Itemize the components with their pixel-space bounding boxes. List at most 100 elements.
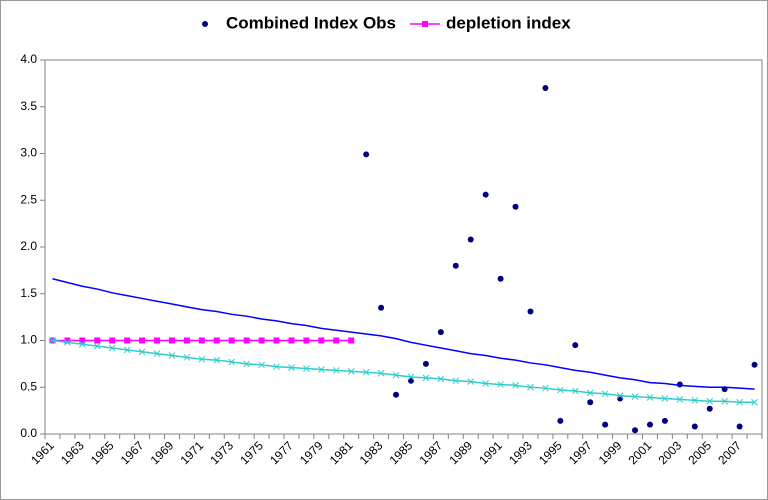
data-point bbox=[407, 377, 414, 384]
data-point bbox=[228, 358, 236, 366]
y-tick-label: 0.0 bbox=[20, 426, 37, 440]
y-tick-label: 4.0 bbox=[20, 52, 37, 66]
data-point bbox=[153, 350, 161, 357]
data-point bbox=[586, 389, 594, 397]
data-point bbox=[124, 337, 131, 344]
y-tick-label: 3.0 bbox=[20, 146, 37, 160]
data-point bbox=[258, 361, 265, 369]
data-point bbox=[183, 353, 191, 361]
data-point bbox=[258, 337, 265, 344]
data-point bbox=[154, 337, 161, 344]
data-point bbox=[168, 352, 176, 359]
data-point bbox=[736, 398, 743, 406]
data-point bbox=[542, 384, 549, 392]
series-line bbox=[52, 278, 755, 390]
data-point bbox=[661, 395, 669, 402]
data-point bbox=[542, 85, 549, 92]
data-point bbox=[497, 275, 504, 282]
data-point bbox=[168, 337, 175, 344]
data-point bbox=[94, 337, 101, 344]
data-point bbox=[362, 368, 370, 376]
data-point bbox=[497, 381, 504, 388]
data-point bbox=[706, 405, 713, 412]
y-tick-label: 1.0 bbox=[20, 333, 37, 347]
data-point bbox=[437, 375, 445, 383]
y-tick-label: 3.5 bbox=[20, 99, 37, 113]
data-point bbox=[139, 337, 146, 344]
data-point bbox=[213, 337, 220, 344]
data-point bbox=[243, 337, 250, 344]
data-point bbox=[64, 337, 71, 344]
data-point bbox=[452, 262, 459, 269]
y-tick-label: 1.5 bbox=[20, 286, 37, 300]
data-point bbox=[646, 421, 653, 428]
data-point bbox=[393, 391, 400, 398]
data-point bbox=[631, 393, 639, 400]
data-point bbox=[661, 417, 668, 424]
data-point bbox=[78, 340, 86, 348]
data-point bbox=[183, 337, 190, 344]
data-point bbox=[751, 361, 758, 368]
data-point bbox=[751, 398, 758, 406]
data-point bbox=[437, 329, 444, 336]
data-point bbox=[243, 360, 251, 368]
data-point bbox=[721, 397, 729, 405]
data-point bbox=[527, 308, 534, 315]
y-tick-label: 0.5 bbox=[20, 379, 37, 393]
data-point bbox=[527, 383, 534, 391]
data-point bbox=[303, 365, 310, 372]
y-tick-label: 2.5 bbox=[20, 192, 37, 206]
data-point bbox=[422, 374, 430, 382]
data-point bbox=[587, 399, 594, 406]
series-line bbox=[52, 339, 755, 403]
data-point bbox=[318, 337, 325, 344]
data-point bbox=[138, 348, 146, 356]
y-tick-label: 2.0 bbox=[20, 239, 37, 253]
data-point bbox=[512, 203, 519, 210]
data-point bbox=[348, 337, 355, 344]
data-point bbox=[273, 363, 280, 371]
data-point bbox=[706, 397, 714, 405]
data-point bbox=[79, 337, 86, 344]
data-point bbox=[616, 392, 624, 400]
data-point bbox=[288, 337, 295, 344]
data-point bbox=[198, 355, 206, 363]
data-point bbox=[273, 337, 280, 344]
data-point bbox=[213, 356, 221, 364]
data-point bbox=[556, 386, 564, 394]
data-point bbox=[452, 377, 460, 385]
data-point bbox=[333, 337, 340, 344]
data-point bbox=[422, 21, 429, 27]
data-point bbox=[736, 423, 743, 430]
data-point bbox=[378, 304, 385, 311]
data-point bbox=[676, 396, 684, 403]
data-point bbox=[332, 367, 340, 374]
data-point bbox=[363, 151, 370, 158]
data-point bbox=[482, 380, 490, 387]
data-point bbox=[602, 421, 609, 428]
data-point bbox=[317, 366, 325, 373]
data-point bbox=[632, 427, 639, 434]
legend-label: depletion index bbox=[446, 13, 571, 32]
data-point bbox=[467, 236, 474, 243]
data-point bbox=[571, 387, 579, 395]
data-point bbox=[422, 360, 429, 367]
data-point bbox=[572, 342, 579, 349]
data-point bbox=[557, 417, 564, 424]
data-point bbox=[646, 394, 654, 401]
data-point bbox=[407, 373, 415, 381]
data-point bbox=[377, 369, 385, 377]
plot-area bbox=[44, 59, 763, 435]
data-point bbox=[108, 344, 116, 352]
data-point bbox=[303, 337, 310, 344]
data-point bbox=[512, 382, 519, 389]
data-point bbox=[202, 21, 208, 27]
data-point bbox=[392, 371, 400, 379]
data-point bbox=[482, 191, 489, 198]
data-point bbox=[49, 337, 56, 344]
data-point bbox=[347, 368, 355, 375]
data-point bbox=[198, 337, 205, 344]
data-point bbox=[601, 390, 609, 398]
data-point bbox=[228, 337, 235, 344]
